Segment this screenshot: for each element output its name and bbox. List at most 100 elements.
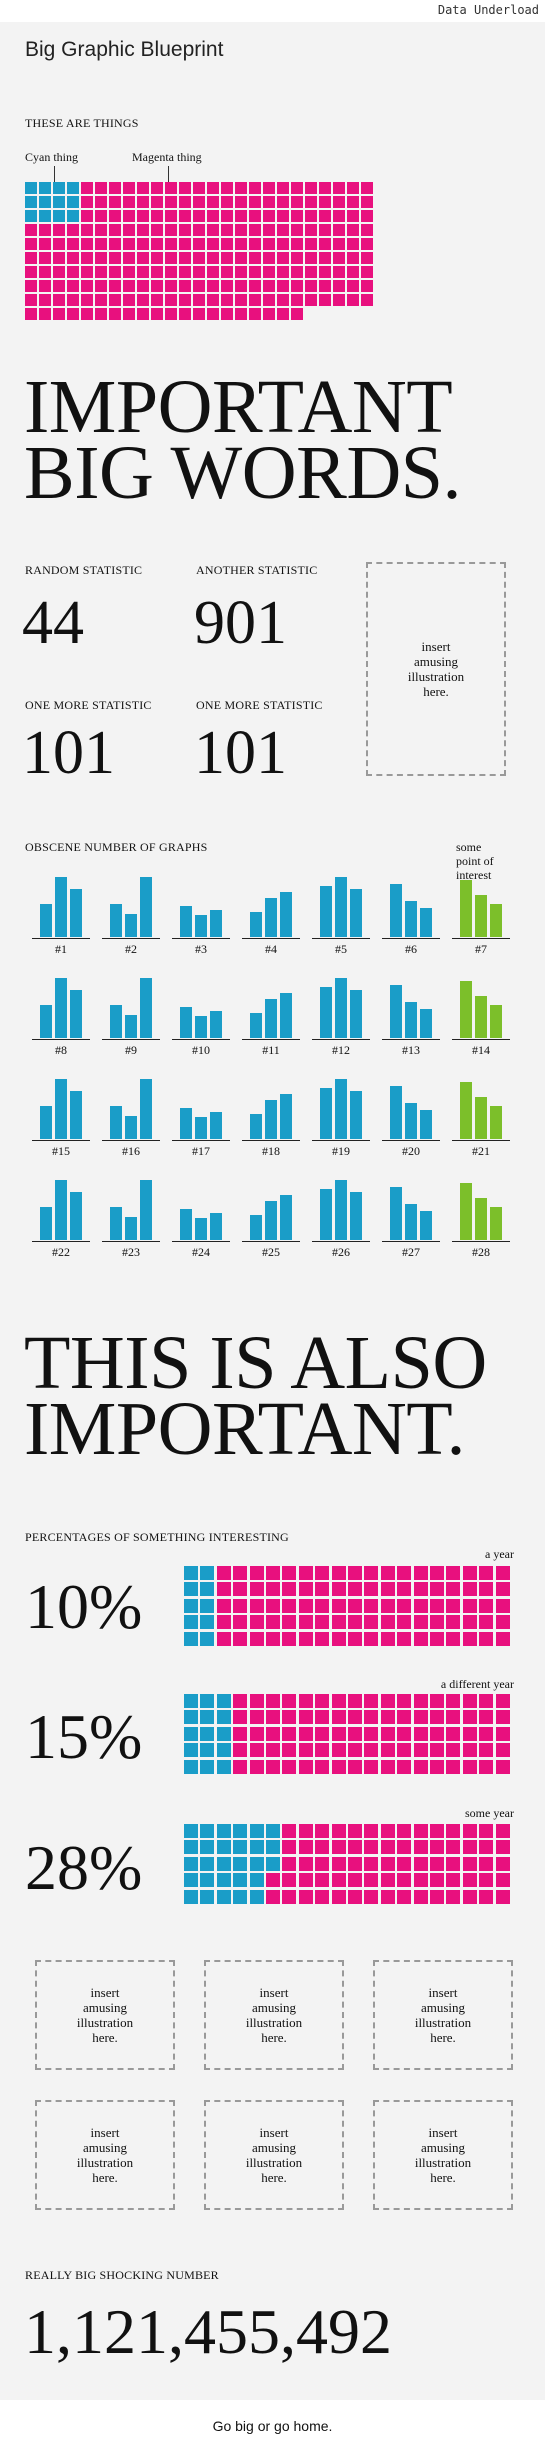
waffle-cell: [397, 1889, 412, 1904]
waffle-cell: [331, 1873, 346, 1888]
waffle-cell: [221, 224, 233, 236]
shocking-heading: REALLY BIG SHOCKING NUMBER: [25, 2268, 219, 2282]
waffle-cell: [282, 1710, 297, 1725]
waffle-cell: [249, 308, 261, 320]
waffle-cell: [277, 210, 289, 222]
waffle-cell: [315, 1710, 330, 1725]
chart-label: #23: [122, 1245, 140, 1259]
chart-bar: [210, 910, 222, 937]
waffle-cell: [207, 252, 219, 264]
waffle-cell: [25, 196, 37, 208]
waffle-cell: [331, 1840, 346, 1855]
waffle-cell: [413, 1743, 428, 1758]
page-title: Big Graphic Blueprint: [25, 38, 224, 61]
waffle-cell: [263, 308, 275, 320]
waffle-cell: [331, 1582, 346, 1597]
waffle-cell: [430, 1840, 444, 1855]
chart-bar: [125, 1116, 137, 1139]
waffle-cell: [184, 1631, 198, 1646]
waffle-cell: [235, 196, 247, 208]
waffle-cell: [200, 1582, 215, 1597]
waffle-cell: [95, 252, 107, 264]
waffle-cell: [235, 210, 247, 222]
waffle-cell: [179, 308, 191, 320]
things-heading: THESE ARE THINGS: [25, 116, 139, 130]
waffle-cell: [263, 266, 275, 278]
waffle-cell: [282, 1615, 297, 1630]
waffle-cell: [380, 1566, 395, 1580]
waffle-cell: [277, 182, 289, 194]
mini-bar-chart: [102, 1079, 160, 1141]
waffle-cell: [380, 1889, 395, 1904]
waffle-cell: [193, 182, 205, 194]
waffle-cell: [179, 210, 191, 222]
waffle-cell: [53, 210, 65, 222]
mini-bar-chart: [452, 1180, 510, 1242]
waffle-cell: [184, 1726, 198, 1741]
mini-bar-chart: [382, 978, 440, 1040]
chart-bar: [70, 889, 82, 937]
waffle-cell: [193, 308, 205, 320]
chart-label: #17: [192, 1144, 210, 1158]
mini-bar-chart: [172, 978, 230, 1040]
waffle-cell: [364, 1840, 379, 1855]
waffle-cell: [277, 280, 289, 292]
chart-bar: [460, 880, 472, 937]
waffle-cell: [184, 1840, 198, 1855]
chart-bar: [140, 877, 152, 937]
waffle-cell: [291, 182, 303, 194]
mini-bar-chart: [312, 978, 370, 1040]
waffle-cell: [361, 280, 373, 292]
chart-bar: [390, 884, 402, 937]
brand-link[interactable]: Data Underload: [437, 3, 539, 17]
waffle-cell: [193, 280, 205, 292]
cyan-pointer: [54, 166, 55, 182]
waffle-cell: [184, 1873, 198, 1888]
waffle-cell: [319, 182, 331, 194]
stat-label: ONE MORE STATISTIC: [196, 698, 323, 712]
mini-bar-chart: [382, 877, 440, 939]
chart-bar: [335, 1180, 347, 1240]
waffle-cell: [25, 308, 37, 320]
waffle-cell: [331, 1743, 346, 1758]
chart-baseline: [172, 1039, 230, 1040]
waffle-cell: [249, 1840, 264, 1855]
waffle-cell: [233, 1889, 248, 1904]
waffle-cell: [109, 224, 121, 236]
waffle-cell: [479, 1615, 494, 1630]
waffle-cell: [305, 224, 317, 236]
waffle-cell: [179, 266, 191, 278]
waffle-cell: [263, 252, 275, 264]
waffle-cell: [193, 252, 205, 264]
waffle-cell: [361, 196, 373, 208]
waffle-cell: [282, 1889, 297, 1904]
waffle-cell: [151, 210, 163, 222]
chart-bar: [350, 990, 362, 1038]
waffle-cell: [95, 224, 107, 236]
stat-value: 44: [22, 589, 84, 657]
waffle-cell: [479, 1598, 494, 1613]
waffle-cell: [123, 280, 135, 292]
waffle-cell: [179, 182, 191, 194]
waffle-cell: [249, 1566, 264, 1580]
chart-baseline: [382, 938, 440, 939]
waffle-cell: [95, 308, 107, 320]
waffle-cell: [25, 280, 37, 292]
waffle-cell: [200, 1743, 215, 1758]
waffle-cell: [123, 308, 135, 320]
waffle-cell: [331, 1824, 346, 1838]
waffle-cell: [315, 1726, 330, 1741]
magenta-thing-label: Magenta thing: [132, 150, 202, 164]
waffle-cell: [291, 308, 303, 320]
chart-bar: [280, 892, 292, 937]
chart-baseline: [102, 1039, 160, 1040]
chart-baseline: [32, 1140, 90, 1141]
cyan-thing-label: Cyan thing: [25, 150, 78, 164]
waffle-cell: [413, 1598, 428, 1613]
waffle-cell: [462, 1889, 477, 1904]
waffle-cell: [364, 1873, 379, 1888]
waffle-cell: [200, 1726, 215, 1741]
waffle-cell: [397, 1824, 412, 1838]
chart-label: #24: [192, 1245, 210, 1259]
chart-bar: [110, 904, 122, 937]
